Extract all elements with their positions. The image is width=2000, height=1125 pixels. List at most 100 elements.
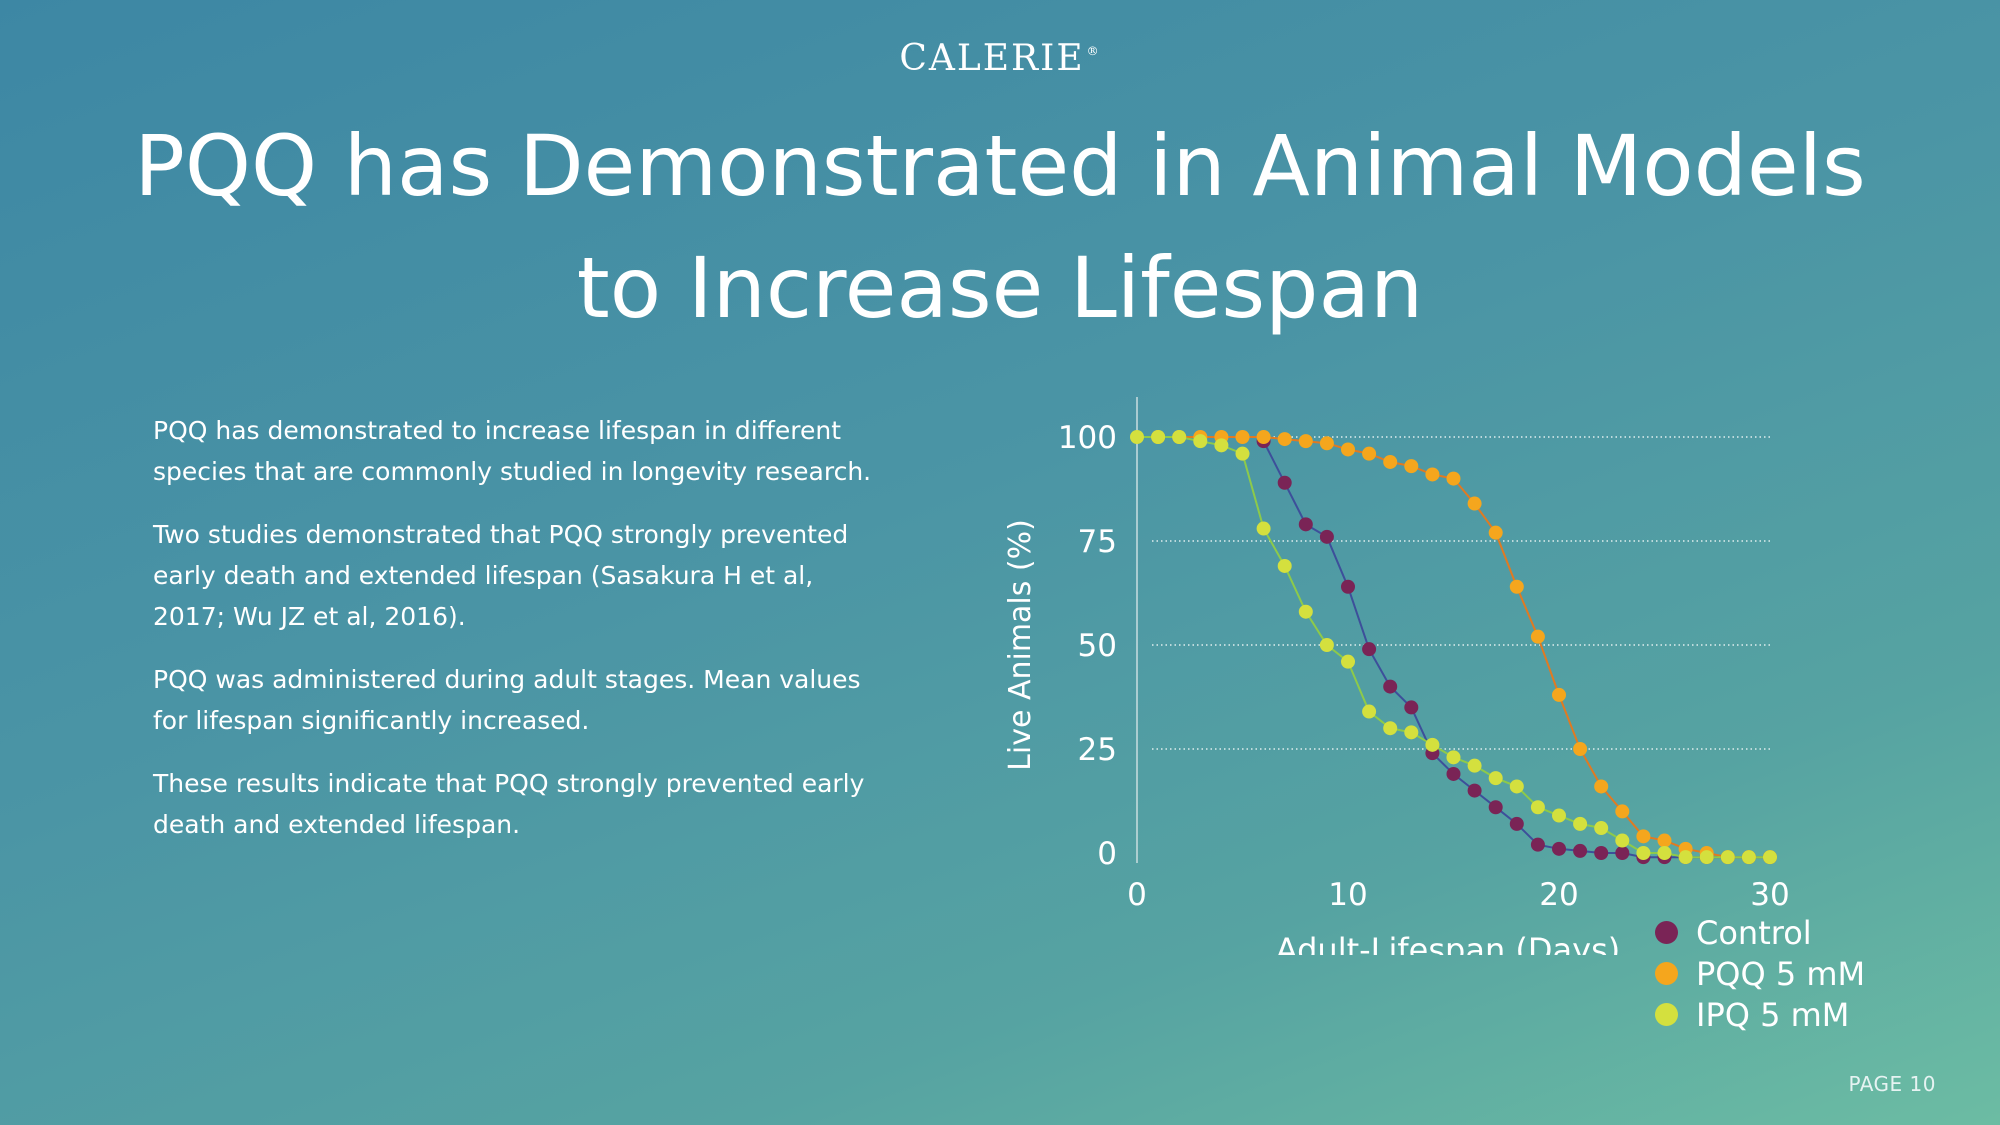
x-tick-label: 30	[1750, 877, 1789, 913]
legend-label: PQQ 5 mM	[1696, 954, 1866, 993]
tick-labels: 0 25 50 75 100 0 10 20 30	[1058, 420, 1790, 913]
data-point	[1256, 430, 1271, 444]
data-point	[1362, 642, 1377, 657]
data-point	[1573, 742, 1588, 756]
legend-swatch	[1655, 1003, 1678, 1026]
data-point	[1319, 638, 1334, 652]
data-point	[1341, 442, 1355, 457]
data-point	[1552, 841, 1566, 856]
data-point	[1509, 579, 1524, 594]
data-point	[1383, 721, 1398, 736]
data-point	[1341, 579, 1355, 594]
data-point	[1319, 529, 1334, 544]
data-point	[1298, 434, 1313, 449]
data-point	[1256, 521, 1271, 536]
paragraph: These results indicate that PQQ strongly…	[153, 769, 865, 839]
data-point	[1636, 829, 1651, 844]
data-point	[1298, 517, 1313, 532]
legend-label: Control	[1696, 913, 1812, 952]
brand-name: CALERIE	[899, 38, 1085, 79]
data-point	[1467, 783, 1482, 798]
data-point	[1552, 687, 1566, 702]
data-point	[1615, 804, 1630, 819]
y-tick-label: 100	[1058, 420, 1117, 456]
legend-item-pqq: PQQ 5 mM	[1655, 953, 1865, 994]
series-line	[1158, 436, 1770, 859]
data-point	[1509, 816, 1524, 831]
data-point	[1573, 843, 1588, 858]
data-point	[1488, 771, 1503, 786]
x-tick-label: 10	[1328, 877, 1367, 913]
data-point	[1573, 816, 1588, 831]
data-point	[1130, 430, 1144, 444]
series-line	[1262, 440, 1770, 859]
paragraph: Two studies demonstrated that PQQ strong…	[153, 520, 849, 631]
legend-item-control: Control	[1655, 912, 1865, 953]
data-point	[1446, 471, 1461, 486]
data-point	[1383, 454, 1398, 469]
series-line	[1137, 436, 1770, 859]
legend-item-ipq: IPQ 5 mM	[1655, 994, 1865, 1035]
y-axis-label: Live Animals (%)	[1003, 519, 1038, 771]
data-point	[1277, 432, 1292, 447]
title-line-1: PQQ has Demonstrated in Animal Models	[134, 117, 1866, 215]
data-point	[1615, 846, 1630, 860]
x-axis-label: Adult-Lifespan (Days)	[1276, 931, 1620, 955]
data-point	[1425, 467, 1440, 482]
y-tick-label: 0	[1097, 836, 1117, 872]
legend-label: IPQ 5 mM	[1696, 995, 1850, 1034]
x-tick-label: 0	[1127, 877, 1147, 913]
data-point	[1214, 438, 1229, 453]
data-point	[1383, 679, 1398, 694]
data-point	[1488, 800, 1503, 815]
data-point	[1530, 837, 1545, 852]
data-point	[1615, 833, 1630, 848]
y-tick-label: 50	[1078, 628, 1117, 664]
page-title: PQQ has Demonstrated in Animal Models to…	[80, 105, 1920, 349]
data-point	[1763, 850, 1777, 865]
grid-lines	[1152, 436, 1770, 750]
data-point	[1467, 758, 1482, 773]
data-point	[1404, 700, 1419, 715]
data-point	[1530, 629, 1545, 644]
data-point	[1425, 737, 1440, 752]
data-point	[1467, 496, 1482, 511]
data-point	[1699, 850, 1714, 865]
data-point	[1657, 833, 1672, 848]
data-point	[1594, 821, 1609, 836]
data-point	[1298, 604, 1313, 619]
paragraph: PQQ has demonstrated to increase lifespa…	[153, 416, 872, 486]
data-point	[1657, 846, 1672, 860]
page-number: PAGE 10	[1848, 1072, 1936, 1096]
data-point	[1678, 850, 1693, 865]
data-point	[1193, 434, 1208, 449]
legend-swatch	[1655, 962, 1678, 985]
data-point	[1594, 779, 1609, 794]
data-point	[1720, 850, 1735, 865]
data-point	[1741, 850, 1756, 865]
data-point	[1172, 430, 1187, 444]
data-point	[1277, 475, 1292, 490]
series-layer	[1130, 430, 1777, 865]
data-point	[1362, 446, 1377, 461]
data-point	[1594, 846, 1609, 860]
registered-mark: ®	[1086, 44, 1101, 58]
data-point	[1277, 558, 1292, 573]
brand-logo: CALERIE ®	[0, 38, 2000, 79]
data-point	[1530, 800, 1545, 815]
y-tick-label: 75	[1078, 524, 1117, 560]
data-point	[1341, 654, 1355, 669]
title-line-2: to Increase Lifespan	[576, 239, 1424, 337]
data-point	[1319, 436, 1334, 451]
data-point	[1636, 846, 1651, 860]
data-point	[1446, 766, 1461, 781]
data-point	[1235, 430, 1250, 444]
legend-swatch	[1655, 921, 1678, 944]
data-point	[1235, 446, 1250, 461]
data-point	[1509, 779, 1524, 794]
paragraph: PQQ was administered during adult stages…	[153, 665, 861, 735]
data-point	[1446, 750, 1461, 765]
data-point	[1488, 525, 1503, 540]
data-point	[1362, 704, 1377, 719]
chart-legend: Control PQQ 5 mM IPQ 5 mM	[1655, 912, 1865, 1035]
